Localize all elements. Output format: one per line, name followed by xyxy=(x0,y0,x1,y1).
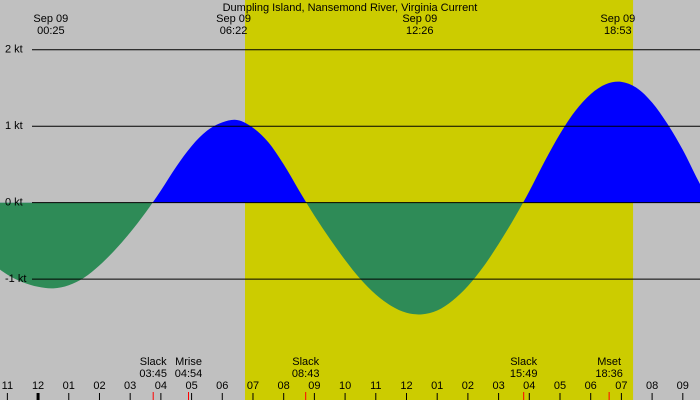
x-tick-label: 07 xyxy=(615,380,627,392)
x-tick-label: 09 xyxy=(677,380,689,392)
x-tick-label: 05 xyxy=(185,380,197,392)
header-date: Sep 09 xyxy=(402,13,437,25)
x-tick-label: 08 xyxy=(278,380,290,392)
y-tick-label: -1 kt xyxy=(5,273,26,285)
event-label: Mrise xyxy=(175,356,202,368)
x-tick-label: 11 xyxy=(2,380,13,392)
header-time: 06:22 xyxy=(220,25,248,37)
header-date: Sep 09 xyxy=(216,13,251,25)
event-label: Slack xyxy=(510,356,537,368)
x-tick-label: 02 xyxy=(462,380,474,392)
x-tick-label: 01 xyxy=(431,380,443,392)
x-tick-label: 02 xyxy=(93,380,105,392)
header-date: Sep 09 xyxy=(33,13,68,25)
event-time: 03:45 xyxy=(139,368,167,380)
header-time: 12:26 xyxy=(406,25,434,37)
x-tick-label: 07 xyxy=(247,380,259,392)
header-date: Sep 09 xyxy=(600,13,635,25)
event-time: 15:49 xyxy=(510,368,538,380)
ebb-area xyxy=(0,202,700,315)
x-tick-label: 09 xyxy=(308,380,320,392)
x-tick-label: 11 xyxy=(370,380,381,392)
x-tick-label: 03 xyxy=(492,380,504,392)
x-tick-label: 04 xyxy=(155,380,167,392)
event-time: 08:43 xyxy=(292,368,320,380)
x-tick-label: 10 xyxy=(339,380,351,392)
x-tick-label: 12 xyxy=(400,380,412,392)
header-time: 18:53 xyxy=(604,25,632,37)
x-tick-label: 08 xyxy=(646,380,658,392)
x-tick-label: 03 xyxy=(124,380,136,392)
event-label: Mset xyxy=(597,356,621,368)
y-tick-label: 0 kt xyxy=(5,197,23,209)
x-tick-label: 05 xyxy=(554,380,566,392)
event-label: Slack xyxy=(292,356,319,368)
event-label: Slack xyxy=(140,356,167,368)
flood-area xyxy=(152,81,700,203)
x-tick-label: 06 xyxy=(585,380,597,392)
x-tick-label: 12 xyxy=(32,380,44,392)
y-tick-label: 2 kt xyxy=(5,44,23,56)
x-tick-label: 01 xyxy=(63,380,75,392)
header-time: 00:25 xyxy=(37,25,65,37)
x-tick-label: 04 xyxy=(523,380,535,392)
event-time: 04:54 xyxy=(175,368,203,380)
event-time: 18:36 xyxy=(595,368,623,380)
y-tick-label: 1 kt xyxy=(5,120,23,132)
x-tick-label: 06 xyxy=(216,380,228,392)
chart-title: Dumpling Island, Nansemond River, Virgin… xyxy=(223,2,478,14)
